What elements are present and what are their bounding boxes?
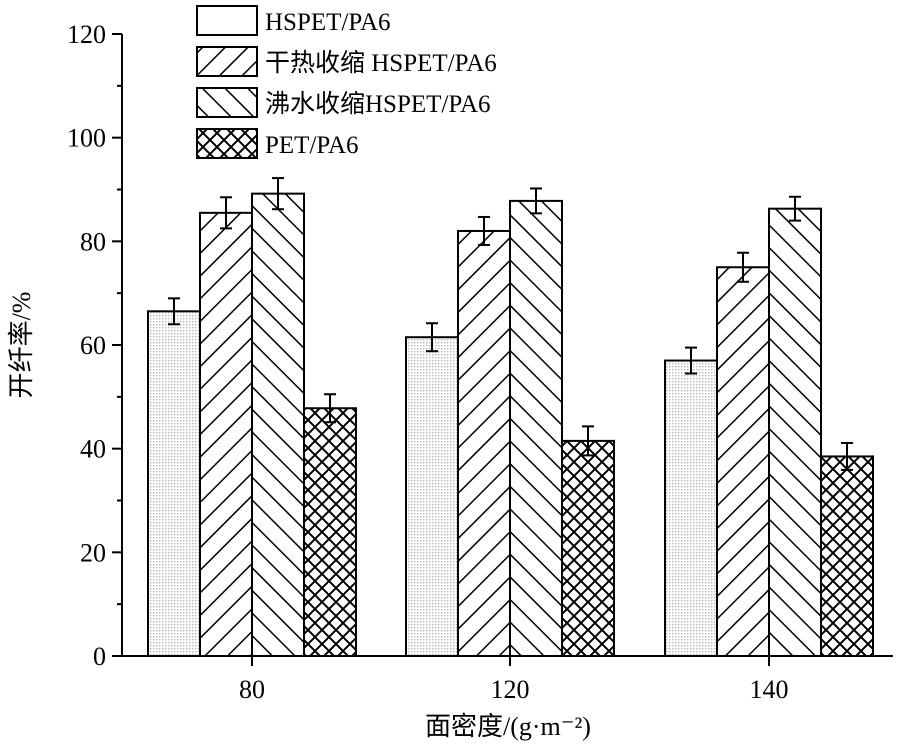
bar: [768, 207, 822, 657]
bar: [561, 439, 615, 657]
y-axis-label: 开纤率/%: [7, 292, 36, 399]
legend-label: HSPET/PA6: [265, 9, 391, 36]
legend-label: 干热收缩 HSPET/PA6: [265, 49, 497, 77]
bar: [716, 266, 770, 657]
legend: HSPET/PA6 干热收缩 HSPET/PA6 沸水收缩HSPET/PA6 PET/…: [196, 5, 497, 159]
legend-swatch: [196, 87, 258, 118]
y-ticks: 0 20 40 60 80 100 120: [67, 20, 122, 671]
bars-layer: [147, 192, 874, 658]
bar: [251, 192, 305, 657]
legend-label: 沸水收缩HSPET/PA6: [265, 90, 491, 118]
y-tick-label: 120: [67, 20, 106, 49]
bar: [303, 407, 357, 657]
bar: [664, 359, 718, 657]
bar: [820, 455, 874, 658]
y-tick-label: 60: [80, 331, 106, 360]
bar: [457, 229, 511, 657]
legend-swatch: [196, 5, 258, 36]
legend-swatch: [196, 128, 258, 159]
x-tick-label: 140: [750, 675, 789, 704]
bar: [199, 211, 253, 657]
bar: [509, 199, 563, 658]
legend-swatch: [196, 46, 258, 77]
y-tick-label: 40: [80, 435, 106, 464]
x-tick-label: 80: [239, 675, 265, 704]
y-tick-label: 100: [67, 124, 106, 153]
y-tick-label: 80: [80, 227, 106, 256]
y-tick-label: 0: [93, 642, 106, 671]
bar: [147, 310, 201, 657]
x-ticks: 80 120 140: [239, 656, 789, 704]
error-bars-layer: [168, 177, 853, 471]
legend-label: PET/PA6: [265, 132, 359, 159]
y-tick-label: 20: [80, 538, 106, 567]
x-axis-label: 面密度/(g·m⁻²): [425, 712, 591, 741]
bar: [405, 336, 459, 657]
x-tick-label: 120: [491, 675, 530, 704]
